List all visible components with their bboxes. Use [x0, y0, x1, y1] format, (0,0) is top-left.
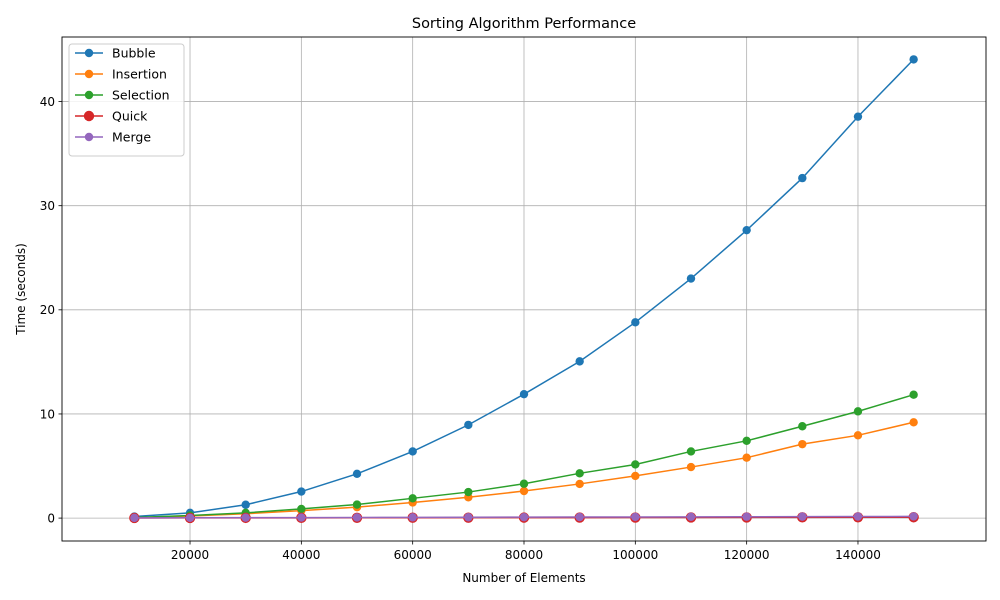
data-point-merge [631, 512, 640, 522]
data-point-bubble [408, 447, 417, 456]
data-point-bubble [352, 469, 362, 479]
data-point-merge [575, 512, 584, 522]
data-point-selection [853, 407, 863, 416]
data-point-insertion [575, 479, 584, 489]
series-merge [130, 512, 918, 523]
data-point-bubble [575, 357, 584, 366]
y-tick-label: 40 [40, 95, 55, 109]
data-point-insertion [798, 439, 807, 449]
data-point-selection [297, 504, 306, 514]
data-point-merge [352, 513, 362, 522]
y-axis-title: Time (seconds) [14, 243, 28, 336]
legend-marker-bubble [84, 48, 94, 58]
data-point-insertion [519, 486, 529, 496]
legend-label-insertion: Insertion [112, 67, 167, 82]
legend-item-insertion: Insertion [75, 67, 167, 82]
data-point-merge [909, 512, 918, 521]
legend-item-quick: Quick [75, 109, 148, 124]
data-point-selection [686, 447, 696, 456]
data-point-merge [798, 512, 807, 521]
legend-marker-quick [83, 110, 95, 122]
data-point-bubble [909, 55, 918, 64]
legend-marker-merge [84, 132, 94, 142]
series-group [129, 55, 919, 524]
chart-title: Sorting Algorithm Performance [412, 16, 636, 32]
data-point-insertion [853, 431, 863, 440]
data-point-selection [742, 436, 751, 446]
y-tick-label: 10 [40, 407, 55, 421]
data-point-merge [686, 512, 696, 522]
legend-label-merge: Merge [112, 130, 151, 145]
data-point-merge [408, 513, 417, 522]
data-point-selection [909, 390, 918, 399]
data-point-selection [519, 479, 529, 488]
data-point-merge [130, 513, 139, 523]
data-point-bubble [853, 112, 863, 121]
y-tick-label: 30 [40, 199, 55, 213]
data-point-merge [519, 512, 529, 522]
legend-label-quick: Quick [112, 109, 148, 124]
data-point-bubble [519, 389, 529, 399]
data-point-bubble [241, 500, 250, 509]
data-point-merge [742, 512, 751, 521]
data-point-merge [241, 513, 250, 522]
x-tick-label: 120000 [724, 548, 770, 562]
data-point-selection [575, 469, 584, 478]
data-point-bubble [798, 173, 807, 183]
data-point-insertion [631, 471, 640, 481]
data-point-selection [631, 460, 640, 469]
legend-item-bubble: Bubble [75, 46, 156, 61]
legend-marker-insertion [84, 69, 94, 79]
data-point-merge [297, 513, 306, 522]
x-axis-title: Number of Elements [462, 571, 585, 585]
legend: Bubble Insertion Selection Quick Merge [68, 43, 185, 157]
x-tick-label: 60000 [394, 548, 432, 562]
y-tick-label: 0 [47, 511, 55, 525]
x-tick-label: 20000 [171, 548, 209, 562]
data-point-insertion [909, 418, 918, 427]
data-point-merge [464, 513, 473, 522]
data-point-merge [185, 513, 195, 522]
data-point-insertion [686, 462, 696, 472]
x-tick-label: 80000 [505, 548, 543, 562]
data-point-bubble [297, 487, 306, 496]
x-tick-label: 100000 [612, 548, 658, 562]
legend-label-selection: Selection [112, 88, 170, 103]
legend-marker-selection [84, 90, 94, 100]
x-tick-label: 140000 [835, 548, 881, 562]
data-point-selection [798, 422, 807, 431]
data-point-insertion [742, 453, 751, 462]
legend-item-selection: Selection [75, 88, 170, 103]
y-tick-label: 20 [40, 303, 55, 317]
axis-ticks: 20000 40000 60000 80000 100000 120000 140000 0 1… [40, 95, 881, 562]
data-point-selection [464, 487, 473, 497]
data-point-bubble [631, 318, 640, 327]
data-point-bubble [742, 225, 751, 235]
legend-item-merge: Merge [75, 130, 151, 145]
legend-box [68, 43, 185, 157]
data-point-selection [352, 500, 362, 509]
data-point-bubble [686, 274, 696, 283]
data-point-bubble [464, 420, 473, 430]
data-point-selection [408, 494, 417, 503]
legend-label-bubble: Bubble [112, 46, 156, 61]
x-tick-label: 40000 [282, 548, 320, 562]
data-point-merge [853, 512, 863, 521]
